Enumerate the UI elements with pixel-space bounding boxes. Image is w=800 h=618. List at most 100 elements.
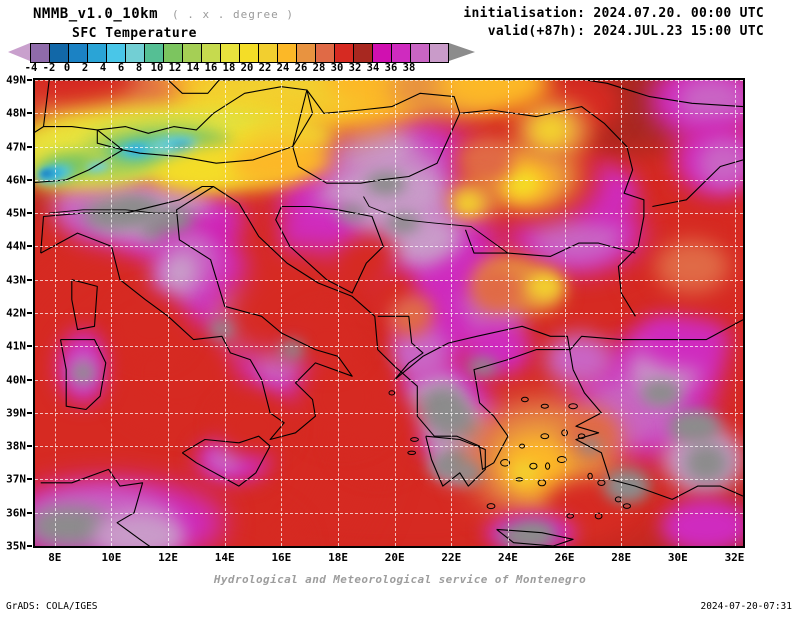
longitude-tick-label: 18E [328,551,348,564]
longitude-tick-label: 20E [385,551,405,564]
latitude-tick-mark [27,146,32,148]
generation-timestamp: 2024-07-20-07:31 [700,601,792,612]
latitude-tick-mark [27,412,32,414]
grid-parallel [35,313,743,314]
colorbar-tick-label: 10 [151,62,164,75]
colorbar-tick-label: -4 [25,62,38,75]
colorbar-tick-label: 30 [331,62,344,75]
latitude-tick-mark [27,212,32,214]
colorbar-tick-label: -2 [43,62,56,75]
grid-parallel [35,213,743,214]
colorbar-under-arrow-icon [8,43,30,61]
colorbar-swatch [240,43,259,63]
grid-parallel [35,446,743,447]
colorbar-tick-label: 8 [136,62,142,75]
colorbar-swatch [354,43,373,63]
grid-parallel [35,546,743,547]
latitude-tick-mark [27,179,32,181]
initialisation-time: initialisation: 2024.07.20. 00:00 UTC [463,6,764,21]
grads-credit: GrADS: COLA/IGES [6,601,98,612]
colorbar-tick-label: 20 [241,62,254,75]
grid-parallel [35,246,743,247]
longitude-tick-label: 24E [498,551,518,564]
latitude-tick-label: 44N [0,240,26,253]
longitude-tick-label: 22E [441,551,461,564]
colorbar-swatch [335,43,354,63]
colorbar-swatch [126,43,145,63]
colorbar-tick-label: 0 [64,62,70,75]
grid-parallel [35,180,743,181]
longitude-tick-label: 8E [48,551,61,564]
longitude-tick-label: 12E [158,551,178,564]
colorbar-swatch [202,43,221,63]
colorbar-swatch [373,43,392,63]
latitude-tick-mark [27,379,32,381]
latitude-tick-label: 47N [0,140,26,153]
latitude-tick-mark [27,445,32,447]
colorbar-tick-label: 36 [385,62,398,75]
colorbar-swatch [316,43,335,63]
longitude-tick-label: 14E [215,551,235,564]
colorbar-tick-label: 18 [223,62,236,75]
latitude-tick-mark [27,245,32,247]
latitude-tick-mark [27,345,32,347]
grid-parallel [35,513,743,514]
colorbar-tick-label: 14 [187,62,200,75]
colorbar-swatch [259,43,278,63]
colorbar-swatches [8,43,475,61]
latitude-tick-label: 46N [0,173,26,186]
colorbar-tick-label: 26 [295,62,308,75]
colorbar-swatch [430,43,449,63]
colorbar-swatch [183,43,202,63]
colorbar-tick-label: 4 [100,62,106,75]
grid-parallel [35,413,743,414]
colorbar: -4 -2 0 2 4 6 8 10 12 14 16 18 20 22 24 26 28 30 32 34 36 38 [8,43,470,75]
colorbar-swatch [30,43,50,63]
grid-parallel [35,147,743,148]
grid-parallel [35,346,743,347]
colorbar-tick-label: 6 [118,62,124,75]
colorbar-swatch [50,43,69,63]
colorbar-swatch [221,43,240,63]
colorbar-swatch [164,43,183,63]
grid-parallel [35,113,743,114]
variable-title: SFC Temperature [72,26,197,41]
latitude-tick-mark [27,512,32,514]
longitude-tick-label: 30E [668,551,688,564]
latitude-tick-label: 48N [0,107,26,120]
latitude-tick-label: 35N [0,540,26,553]
latitude-tick-mark [27,478,32,480]
grid-parallel [35,380,743,381]
longitude-tick-label: 16E [271,551,291,564]
grid-parallel [35,479,743,480]
colorbar-tick-label: 24 [277,62,290,75]
latitude-tick-label: 45N [0,207,26,220]
colorbar-swatch [145,43,164,63]
latitude-tick-label: 49N [0,74,26,87]
colorbar-tick-label: 12 [169,62,182,75]
colorbar-swatch [392,43,411,63]
latitude-tick-label: 37N [0,473,26,486]
longitude-tick-label: 26E [555,551,575,564]
colorbar-swatch [411,43,430,63]
longitude-tick-label: 28E [611,551,631,564]
latitude-tick-label: 41N [0,340,26,353]
model-units: ( . x . degree ) [172,8,294,21]
latitude-tick-label: 43N [0,273,26,286]
latitude-tick-label: 38N [0,440,26,453]
latitude-tick-label: 42N [0,307,26,320]
weather-map-page: NMMB_v1.0_10km ( . x . degree ) SFC Temp… [0,0,800,618]
grid-parallel [35,280,743,281]
colorbar-swatch [297,43,316,63]
colorbar-over-arrow-icon [449,43,475,61]
colorbar-tick-label: 34 [367,62,380,75]
colorbar-swatch [278,43,297,63]
colorbar-tick-label: 32 [349,62,362,75]
colorbar-tick-label: 38 [403,62,416,75]
map-plot-area[interactable] [33,78,745,548]
colorbar-tick-label: 2 [82,62,88,75]
longitude-tick-label: 32E [725,551,745,564]
latitude-tick-mark [27,545,32,547]
longitude-tick-label: 10E [102,551,122,564]
latitude-tick-label: 36N [0,506,26,519]
